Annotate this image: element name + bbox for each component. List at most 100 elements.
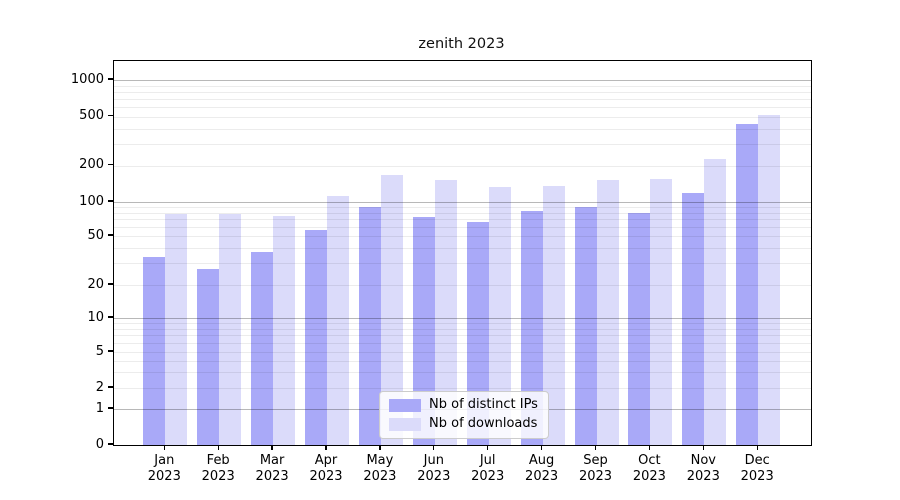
y-tick-label-200: 200 bbox=[79, 157, 104, 172]
x-tick-label-mar: Mar 2023 bbox=[255, 453, 289, 484]
y-tick-mark bbox=[108, 386, 113, 388]
bar-downloads-feb bbox=[219, 214, 242, 445]
bar-ips-jan bbox=[143, 256, 166, 445]
bar-ips-mar bbox=[251, 252, 274, 445]
y-tick-mark bbox=[108, 200, 113, 202]
bar-ips-oct bbox=[628, 212, 651, 445]
y-tick-label-0: 0 bbox=[95, 436, 104, 452]
x-tick-mark bbox=[217, 445, 219, 451]
bar-downloads-sep bbox=[596, 179, 619, 445]
y-tick-label-2: 2 bbox=[95, 379, 104, 395]
y-tick-mark bbox=[108, 443, 113, 445]
gridline-minor bbox=[114, 212, 811, 214]
x-tick-label-sep: Sep 2023 bbox=[578, 453, 613, 484]
x-tick-label-feb: Feb 2023 bbox=[201, 453, 235, 484]
bar-ips-may bbox=[358, 207, 381, 445]
gridline-minor bbox=[114, 360, 811, 362]
bar-downloads-jan bbox=[165, 214, 188, 445]
chart-title: zenith 2023 bbox=[418, 36, 505, 52]
y-tick-label-5: 5 bbox=[95, 343, 104, 359]
bar-downloads-aug bbox=[542, 185, 565, 445]
x-tick-label-apr: Apr 2023 bbox=[309, 453, 343, 484]
y-tick-label-1000: 1000 bbox=[70, 71, 104, 87]
bar-downloads-apr bbox=[327, 195, 349, 445]
x-tick-mark bbox=[756, 445, 758, 451]
x-tick-label-jun: Jun 2023 bbox=[417, 453, 451, 484]
gridline-minor bbox=[114, 372, 811, 374]
x-tick-label-dec: Dec 2023 bbox=[740, 453, 774, 484]
x-tick-mark bbox=[540, 445, 543, 451]
x-tick-mark bbox=[433, 445, 435, 451]
y-tick-mark bbox=[108, 115, 113, 117]
y-tick-mark bbox=[108, 283, 113, 285]
x-tick-label-jul: Jul 2023 bbox=[471, 453, 505, 484]
bar-downloads-jun bbox=[434, 179, 457, 445]
y-tick-label-20: 20 bbox=[87, 276, 104, 292]
gridline-minor bbox=[114, 98, 811, 100]
gridline-minor bbox=[114, 107, 811, 109]
bar-ips-dec bbox=[736, 124, 759, 445]
x-tick-label-may: May 2023 bbox=[363, 453, 397, 484]
y-tick-mark bbox=[108, 78, 113, 80]
y-tick-label-1: 1 bbox=[95, 400, 104, 416]
gridline-minor bbox=[114, 388, 811, 389]
bar-ips-jul bbox=[466, 222, 489, 445]
y-tick-label-50: 50 bbox=[87, 227, 104, 243]
x-tick-label-jan: Jan 2023 bbox=[147, 453, 181, 484]
legend-item-distinct-ips: Nb of distinct IPs bbox=[389, 398, 538, 412]
y-tick-label-100: 100 bbox=[79, 193, 104, 209]
y-tick-mark bbox=[108, 163, 113, 166]
legend-label: Nb of distinct IPs bbox=[429, 397, 538, 412]
bar-ips-aug bbox=[520, 211, 543, 445]
bar-ips-sep bbox=[574, 207, 597, 445]
gridline-minor bbox=[114, 247, 811, 249]
y-tick-mark bbox=[108, 234, 113, 236]
bar-downloads-may bbox=[380, 175, 403, 445]
x-tick-label-nov: Nov 2023 bbox=[686, 453, 720, 484]
legend-item-downloads: Nb of downloads bbox=[389, 417, 538, 431]
plot-area bbox=[113, 60, 812, 446]
x-tick-label-aug: Aug 2023 bbox=[525, 453, 559, 484]
gridline-minor bbox=[114, 236, 811, 237]
legend-swatch-distinct-ips bbox=[389, 398, 421, 412]
gridline-minor bbox=[114, 352, 811, 353]
x-tick-mark bbox=[163, 445, 165, 451]
bar-downloads-mar bbox=[273, 216, 296, 445]
gridline-minor bbox=[114, 219, 811, 221]
gridline-minor bbox=[114, 227, 811, 229]
gridline-minor bbox=[114, 207, 811, 209]
y-tick-label-500: 500 bbox=[79, 108, 104, 124]
gridline-minor bbox=[114, 335, 811, 337]
x-tick-mark bbox=[702, 445, 704, 451]
gridline-major-10 bbox=[114, 318, 811, 319]
y-tick-label-10: 10 bbox=[87, 309, 104, 325]
legend-swatch-downloads bbox=[389, 417, 421, 431]
legend-label: Nb of downloads bbox=[429, 416, 538, 431]
gridline-minor bbox=[114, 91, 811, 93]
bar-ips-feb bbox=[197, 268, 220, 445]
bar-downloads-oct bbox=[650, 179, 673, 445]
gridline-minor bbox=[114, 143, 811, 145]
legend: Nb of distinct IPs Nb of downloads bbox=[379, 391, 549, 439]
grid-layer bbox=[114, 61, 811, 445]
gridline-minor bbox=[114, 285, 811, 286]
x-tick-mark bbox=[594, 445, 597, 451]
x-tick-mark bbox=[325, 445, 327, 451]
y-tick-mark bbox=[108, 316, 113, 318]
bar-ips-nov bbox=[682, 192, 705, 445]
x-tick-mark bbox=[648, 445, 651, 451]
bars-layer bbox=[114, 61, 811, 445]
bar-downloads-nov bbox=[704, 158, 727, 445]
gridline-minor bbox=[114, 328, 811, 330]
gridline-minor bbox=[114, 323, 811, 325]
y-tick-mark bbox=[108, 407, 113, 409]
x-tick-mark bbox=[379, 445, 381, 451]
gridline-minor bbox=[114, 343, 811, 345]
gridline-minor bbox=[114, 116, 811, 118]
y-tick-mark bbox=[108, 350, 113, 352]
gridline-minor bbox=[114, 85, 811, 87]
gridline-major-1000 bbox=[114, 80, 811, 81]
gridline-major-100 bbox=[114, 202, 811, 203]
x-tick-mark bbox=[487, 445, 489, 451]
